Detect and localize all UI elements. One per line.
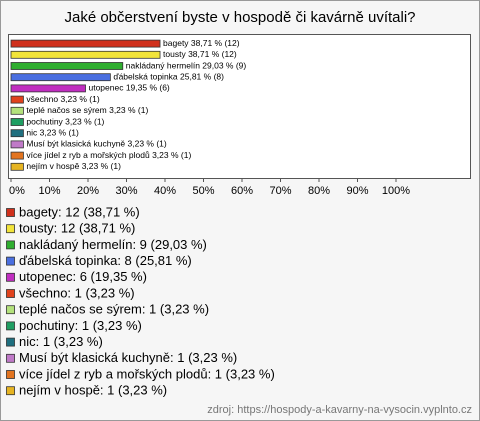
- legend-swatch: [6, 256, 15, 266]
- legend-swatch: [6, 386, 15, 396]
- x-tick-label: 80%: [308, 185, 330, 197]
- bar: [10, 151, 24, 160]
- legend-label: tousty: 12 (38,71 %): [19, 221, 135, 236]
- bar-label: utopenec 19,35 % (6): [88, 83, 169, 93]
- legend-label: utopenec: 6 (19,35 %): [19, 269, 147, 284]
- legend-swatch: [6, 337, 15, 347]
- bar: [10, 118, 24, 126]
- x-tick-label: 100%: [382, 185, 410, 197]
- legend-label: pochutiny: 1 (3,23 %): [19, 318, 142, 333]
- bar: [10, 50, 161, 59]
- bar: [10, 84, 86, 93]
- legend-swatch: [6, 272, 15, 282]
- legend-label: nic: 1 (3,23 %): [19, 334, 103, 349]
- legend-swatch: [6, 353, 15, 363]
- bar-label: všechno 3,23 % (1): [26, 94, 99, 104]
- bar-label: teplé načos se sýrem 3,23 % (1): [26, 105, 148, 115]
- legend-swatch: [6, 289, 15, 298]
- legend-label: více jídel z ryb a mořských plodů: 1 (3,…: [19, 366, 275, 381]
- legend-label: nejím v hospě: 1 (3,23 %): [19, 383, 167, 398]
- x-tick-label: 90%: [346, 185, 368, 197]
- bar-label: více jídel z ryb a mořských plodů 3,23 %…: [26, 150, 191, 160]
- legend-label: ďábelská topinka: 8 (25,81 %): [19, 253, 192, 268]
- legend-label: bagety: 12 (38,71 %): [19, 204, 140, 219]
- x-tick-label: 40%: [154, 185, 176, 197]
- x-tick-label: 50%: [192, 185, 214, 197]
- bar: [10, 95, 24, 104]
- legend-label: teplé načos se sýrem: 1 (3,23 %): [19, 302, 209, 317]
- bar: [10, 162, 24, 171]
- x-tick-label: 30%: [115, 185, 137, 197]
- bar: [10, 106, 24, 115]
- bar: [10, 62, 124, 70]
- legend-swatch: [6, 240, 15, 250]
- bar-label: bagety 38,71 % (12): [163, 38, 240, 48]
- bar-label: nejím v hospě 3,23 % (1): [26, 161, 121, 171]
- legend-swatch: [6, 321, 15, 331]
- bar-label: nakládaný hermelín 29,03 % (9): [126, 60, 247, 70]
- legend-swatch: [6, 305, 15, 315]
- bar-label: ďábelská topinka 25,81 % (8): [113, 71, 224, 81]
- bar: [10, 140, 24, 149]
- bar-label: Musí být klasická kuchyně 3,23 % (1): [26, 139, 166, 149]
- x-tick-label: 0%: [9, 185, 25, 197]
- x-tick-label: 20%: [77, 185, 99, 197]
- legend-label: nakládaný hermelín: 9 (29,03 %): [19, 237, 207, 252]
- source: zdroj: https://hospody-a-kavarny-na-vyso…: [207, 404, 472, 416]
- x-tick-label: 10%: [38, 185, 60, 197]
- bar: [10, 39, 161, 48]
- legend-swatch: [6, 370, 15, 379]
- legend-swatch: [6, 208, 15, 217]
- legend-label: Musí být klasická kuchyně: 1 (3,23 %): [19, 350, 237, 365]
- bar-label: nic 3,23 % (1): [26, 127, 79, 137]
- x-tick-label: 60%: [231, 185, 253, 197]
- bar-label: tousty 38,71 % (12): [163, 49, 237, 59]
- legend-swatch: [6, 224, 15, 234]
- bar: [10, 73, 111, 82]
- legend-label: všechno: 1 (3,23 %): [19, 285, 135, 300]
- x-tick-label: 70%: [269, 185, 291, 197]
- chart-title: Jaké občerstvení byste v hospodě či kavá…: [64, 9, 415, 26]
- bar: [10, 129, 24, 138]
- bar-label: pochutiny 3,23 % (1): [26, 116, 104, 126]
